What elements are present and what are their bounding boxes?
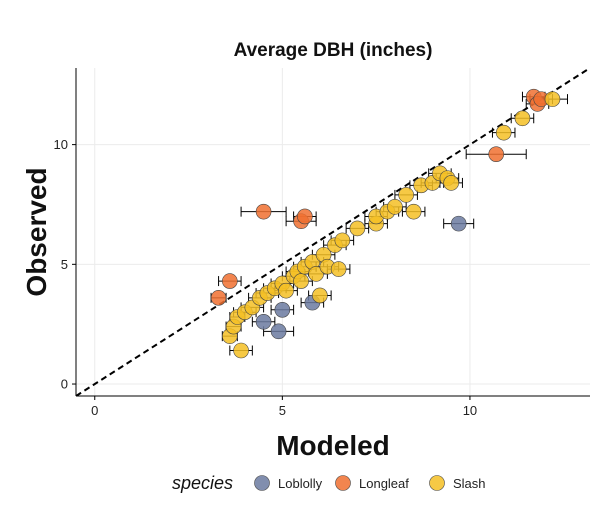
data-point-slash [398,187,414,203]
data-point-loblolly [450,215,467,232]
data-point-longleaf [222,273,238,289]
data-point-slash [349,220,366,237]
y-tick-label: 5 [61,257,68,272]
data-point-slash [443,175,459,191]
data-point-slash [334,232,351,249]
legend-label-slash: Slash [453,476,486,491]
data-point-longleaf [297,208,313,225]
data-point-longleaf [488,146,505,162]
y-axis-title: Observed [21,167,52,296]
chart-title: Average DBH (inches) [234,40,433,61]
legend-key-loblolly [254,475,270,491]
data-point-loblolly [274,302,291,318]
data-point-slash [278,282,294,299]
data-point-slash [312,287,328,304]
x-tick-label: 10 [463,403,477,418]
legend-label-loblolly: Loblolly [278,476,323,491]
y-tick-label: 0 [61,377,68,392]
data-point-slash [293,273,309,289]
data-point-longleaf [255,203,272,220]
data-point-slash [495,124,512,141]
data-point-loblolly [255,313,272,330]
data-point-longleaf [210,290,227,306]
x-tick-label: 0 [91,403,98,418]
identity-line [76,68,590,396]
legend-label-longleaf: Longleaf [359,476,409,491]
data-point-slash [514,110,531,127]
legend: species Loblolly Longleaf Slash [172,473,486,493]
data-point-slash [330,261,347,277]
data-point-slash [387,199,403,215]
data-point-slash [233,342,249,359]
legend-key-slash [429,475,445,491]
data-points [210,88,561,359]
data-point-slash [308,266,324,282]
legend-title: species [172,473,233,493]
axes: 0 5 10 0 5 10 [54,68,590,418]
legend-key-longleaf [335,475,351,491]
data-point-slash [405,203,422,220]
data-point-slash [544,91,561,107]
reference-line-group [76,68,590,396]
x-axis-title: Modeled [276,430,390,461]
data-point-loblolly [270,323,287,340]
x-tick-label: 5 [279,403,286,418]
y-tick-label: 10 [54,137,68,152]
